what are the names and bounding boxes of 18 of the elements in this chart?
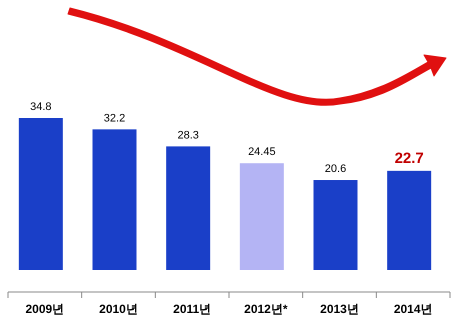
x-tick-label: 2014년 — [394, 302, 433, 316]
data-label: 32.2 — [104, 112, 126, 124]
bar — [92, 129, 136, 270]
bar — [314, 180, 358, 270]
data-label: 24.45 — [248, 146, 276, 158]
data-label: 34.8 — [30, 101, 52, 113]
data-label: 22.7 — [394, 150, 424, 167]
x-tick-label: 2013년 — [320, 302, 359, 316]
x-tick-label: 2009년 — [25, 302, 64, 316]
data-label: 28.3 — [177, 129, 199, 142]
data-label: 20.6 — [324, 163, 346, 176]
x-tick-label: 2011년 — [173, 302, 212, 316]
bar — [387, 170, 432, 270]
x-tick-label: 2012년* — [244, 302, 288, 316]
bar — [240, 163, 284, 270]
bar — [166, 146, 210, 270]
bar — [18, 118, 63, 270]
x-tick-label: 2010년 — [99, 302, 138, 316]
